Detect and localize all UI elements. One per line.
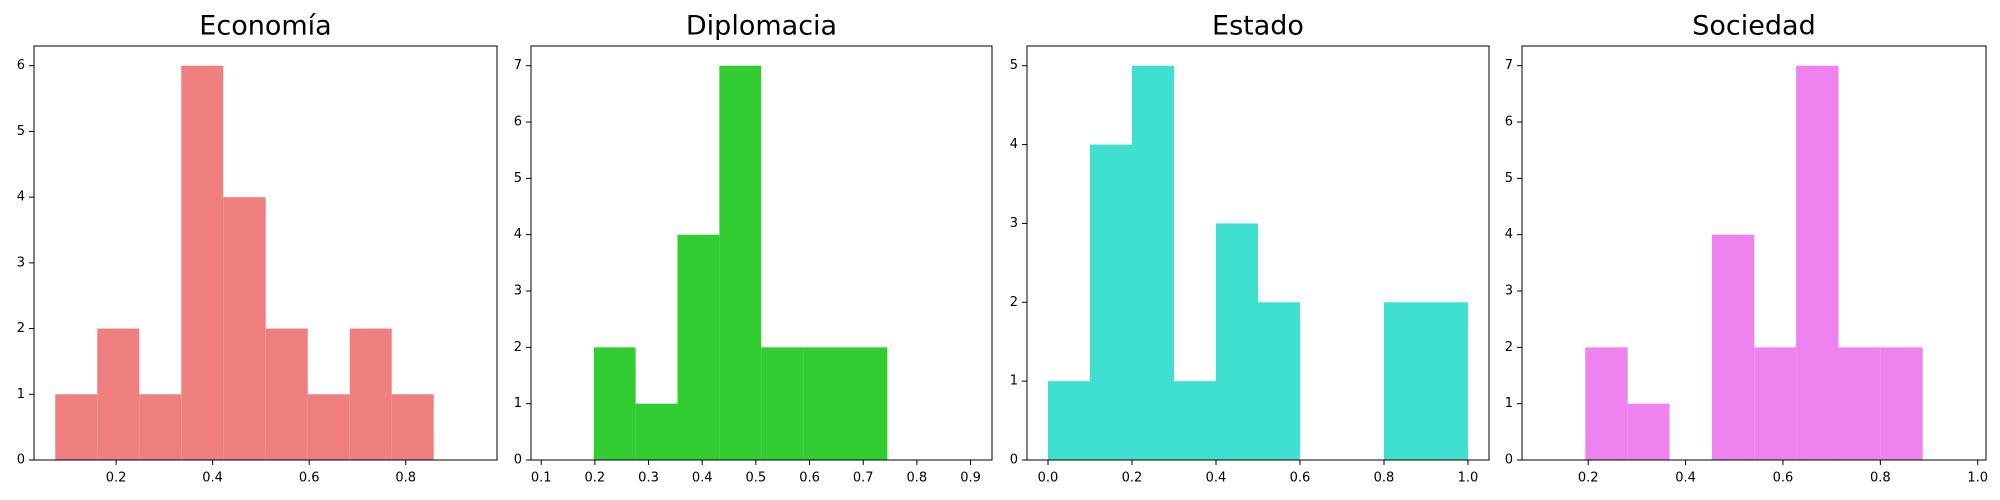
- y-tick-label: 6: [1505, 115, 1513, 130]
- histogram-bar: [1880, 347, 1923, 460]
- x-tick-label: 0.8: [1374, 471, 1395, 486]
- y-tick-label: 2: [514, 340, 522, 355]
- y-tick-label: 1: [514, 396, 522, 411]
- y-tick-label: 6: [17, 58, 25, 73]
- histogram-bar: [1090, 144, 1132, 461]
- y-tick-label: 7: [514, 58, 522, 73]
- histogram-bar: [307, 394, 350, 460]
- x-tick-label: 0.6: [1290, 471, 1311, 486]
- x-tick-label: 0.6: [799, 471, 820, 486]
- histogram-bar: [1838, 347, 1881, 460]
- histogram-bar: [1258, 302, 1300, 460]
- y-tick-label: 3: [514, 284, 522, 299]
- y-tick-label: 4: [17, 190, 25, 205]
- histogram-bar: [1132, 65, 1174, 460]
- x-tick-label: 0.4: [692, 471, 713, 486]
- histogram-bar: [1796, 65, 1839, 460]
- histogram-bar: [265, 328, 308, 460]
- histogram-bar: [845, 347, 888, 460]
- x-tick-label: 0.4: [1675, 471, 1696, 486]
- histogram-bar: [635, 403, 678, 460]
- y-tick-label: 1: [1010, 374, 1018, 389]
- x-tick-label: 0.8: [395, 471, 416, 486]
- x-tick-label: 0.8: [907, 471, 928, 486]
- y-tick-label: 4: [1010, 137, 1018, 152]
- x-tick-label: 0.4: [202, 471, 223, 486]
- histogram-bar: [1174, 381, 1216, 460]
- histogram-bar: [349, 328, 392, 460]
- y-tick-label: 4: [514, 227, 522, 242]
- x-tick-label: 0.2: [106, 471, 127, 486]
- chart-title: Diplomacia: [686, 11, 837, 42]
- chart-title: Sociedad: [1692, 11, 1815, 42]
- chart-title: Estado: [1212, 11, 1304, 42]
- y-tick-label: 2: [1505, 340, 1513, 355]
- histogram-bar: [223, 197, 266, 460]
- y-tick-label: 3: [1010, 216, 1018, 231]
- histogram-bar: [1426, 302, 1468, 460]
- x-tick-label: 0.5: [746, 471, 767, 486]
- histogram-bar: [1048, 381, 1090, 460]
- y-tick-label: 1: [17, 387, 25, 402]
- x-tick-label: 0.6: [1773, 471, 1794, 486]
- chart-title: Economía: [199, 11, 331, 42]
- x-tick-label: 0.2: [1578, 471, 1599, 486]
- histogram-bar: [391, 394, 434, 460]
- y-tick-label: 0: [17, 453, 25, 468]
- x-tick-label: 0.6: [299, 471, 320, 486]
- histogram-bar: [1585, 347, 1628, 460]
- y-tick-label: 7: [1505, 58, 1513, 73]
- x-tick-label: 0.7: [853, 471, 874, 486]
- x-tick-label: 1.0: [1458, 471, 1479, 486]
- histogram-bar: [1711, 234, 1755, 460]
- histogram-bar: [181, 65, 224, 460]
- x-tick-label: 0.0: [1038, 471, 1059, 486]
- x-tick-label: 0.4: [1206, 471, 1227, 486]
- axes-frame: [1026, 45, 1490, 461]
- histogram-bar: [1754, 347, 1797, 460]
- y-tick-label: 5: [1010, 58, 1018, 73]
- y-tick-label: 5: [17, 124, 25, 139]
- y-tick-label: 3: [17, 255, 25, 270]
- x-tick-label: 0.9: [960, 471, 981, 486]
- y-tick-label: 2: [17, 321, 25, 336]
- y-tick-label: 1: [1505, 396, 1513, 411]
- x-tick-label: 0.8: [1870, 471, 1891, 486]
- y-tick-label: 5: [1505, 171, 1513, 186]
- histogram-bar: [1216, 223, 1258, 460]
- y-tick-label: 4: [1505, 227, 1513, 242]
- y-tick-label: 0: [1505, 453, 1513, 468]
- axes-frame: [1521, 45, 1987, 461]
- x-tick-label: 0.2: [585, 471, 606, 486]
- y-tick-label: 0: [1010, 453, 1018, 468]
- y-tick-label: 6: [514, 115, 522, 130]
- histogram-bar: [803, 347, 846, 460]
- histogram-bar: [719, 65, 762, 460]
- x-tick-label: 0.3: [638, 471, 659, 486]
- histogram-bar: [677, 234, 720, 460]
- histogram-bar: [761, 347, 804, 460]
- x-tick-label: 1.0: [1967, 471, 1988, 486]
- histogram-bar: [593, 347, 636, 460]
- y-tick-label: 3: [1505, 284, 1513, 299]
- histogram-bar: [97, 328, 140, 460]
- y-tick-label: 5: [514, 171, 522, 186]
- x-tick-label: 0.2: [1122, 471, 1143, 486]
- axes-frame: [33, 45, 498, 461]
- histogram-bar: [1627, 403, 1670, 460]
- y-tick-label: 0: [514, 453, 522, 468]
- y-tick-label: 2: [1010, 295, 1018, 310]
- x-tick-label: 0.1: [531, 471, 552, 486]
- histogram-bar: [55, 394, 98, 460]
- histogram-bar: [139, 394, 182, 460]
- histogram-bar: [1384, 302, 1426, 460]
- axes-frame: [530, 45, 993, 461]
